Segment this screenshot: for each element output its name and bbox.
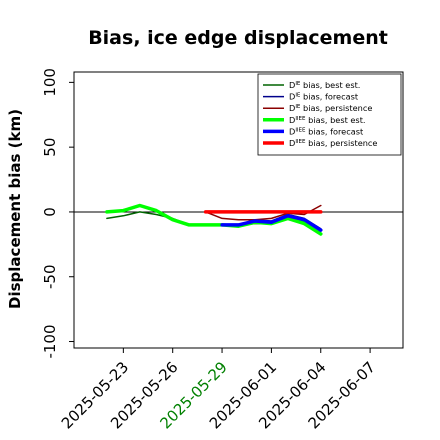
plot-frame: [73, 71, 404, 349]
series-line-3: [204, 204, 322, 221]
y-tick-label: 100: [41, 68, 59, 97]
y-tick-label: 50: [41, 138, 59, 157]
chart-title: Bias, ice edge displacement: [88, 27, 388, 49]
plot-area: [74, 203, 403, 236]
y-tick-label: -50: [41, 264, 59, 289]
series-line-5: [220, 214, 323, 232]
y-tick-label: 0: [41, 207, 59, 217]
legend-label-3: DIE bias, persistence: [289, 103, 372, 113]
legend: DIE bias, best est. DIE bias, forecastDIE…: [257, 73, 402, 156]
legend-label-4: DIIEE bias, best est.: [289, 115, 366, 125]
series-line-4: [105, 203, 323, 236]
legend-label-2: DIE bias, forecast: [289, 92, 359, 102]
y-axis-label: Displacement bias (km): [6, 109, 24, 309]
legend-label-1: DIE bias, best est.: [289, 80, 360, 90]
legend-label-5: DIIEE bias, forecast: [289, 126, 364, 136]
legend-label-6: DIIEE bias, persistence: [289, 138, 377, 148]
y-tick-label: -100: [41, 324, 59, 358]
